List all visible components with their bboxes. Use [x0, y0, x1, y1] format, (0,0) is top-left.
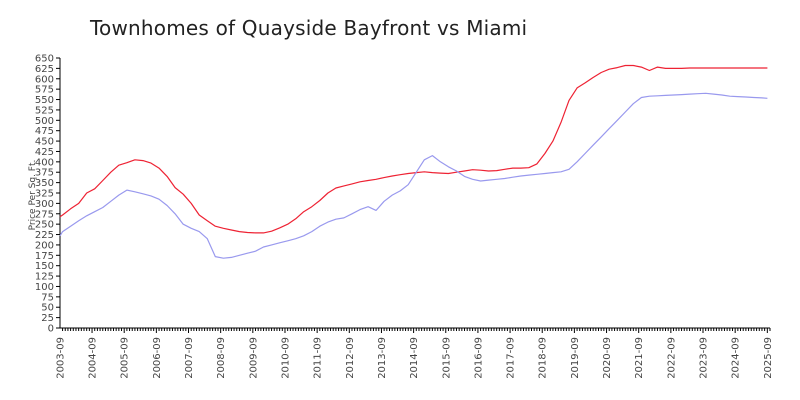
y-tick-label: 575 [35, 85, 54, 96]
x-tick-label: 2007-09 [184, 337, 195, 379]
y-tick-label: 300 [35, 199, 54, 210]
y-tick-label: 325 [35, 189, 54, 200]
x-tick-label: 2013-09 [377, 337, 388, 379]
x-tick-label: 2017-09 [506, 337, 517, 379]
y-tick-label: 150 [35, 261, 54, 272]
x-tick-label: 2012-09 [345, 337, 356, 379]
y-tick-label: 600 [35, 74, 54, 85]
x-tick-label: 2004-09 [88, 337, 99, 379]
y-tick-label: 125 [35, 272, 54, 283]
x-tick-label: 2006-09 [152, 337, 163, 379]
x-tick-label: 2024-09 [731, 337, 742, 379]
x-tick-label: 2022-09 [666, 337, 677, 379]
y-tick-label: 350 [35, 178, 54, 189]
y-tick-label: 450 [35, 137, 54, 148]
y-tick-label: 225 [35, 230, 54, 241]
y-tick-label: 175 [35, 251, 54, 262]
x-tick-label: 2008-09 [216, 337, 227, 379]
y-tick-label: 425 [35, 147, 54, 158]
y-tick-label: 550 [35, 95, 54, 106]
y-tick-label: 525 [35, 105, 54, 116]
y-tick-label: 100 [35, 282, 54, 293]
y-axis-label: Price Per Sq. Ft. [28, 160, 38, 231]
series-line-1 [59, 64, 768, 234]
x-tick-label: 2003-09 [55, 337, 66, 379]
x-tick-label: 2016-09 [473, 337, 484, 379]
chart-series [59, 64, 768, 259]
chart-title: Townhomes of Quayside Bayfront vs Miami [90, 16, 528, 40]
x-axis-ticks: 2003-09 2004-09 2005-09 2006-09 2007-09 2008-… [55, 328, 774, 379]
y-tick-label: 475 [35, 126, 54, 137]
y-tick-label: 375 [35, 168, 54, 179]
chart-axes [59, 58, 770, 329]
x-tick-label: 2010-09 [280, 337, 291, 379]
y-tick-label: 650 [35, 54, 54, 65]
y-tick-label: 75 [41, 292, 54, 303]
x-tick-label: 2018-09 [538, 337, 549, 379]
y-tick-label: 0 [48, 324, 54, 335]
y-tick-label: 625 [35, 64, 54, 75]
x-tick-label: 2020-09 [602, 337, 613, 379]
y-tick-label: 250 [35, 220, 54, 231]
y-tick-label: 500 [35, 116, 54, 127]
y-tick-label: 275 [35, 209, 54, 220]
x-tick-label: 2005-09 [120, 337, 131, 379]
y-tick-label: 25 [41, 313, 54, 324]
x-tick-label: 2009-09 [248, 337, 259, 379]
y-tick-label: 50 [41, 303, 54, 314]
x-tick-label: 2021-09 [634, 337, 645, 379]
y-tick-label: 400 [35, 157, 54, 168]
x-tick-label: 2015-09 [441, 337, 452, 379]
y-axis-ticks: 0255075100125150175200225250275300325350… [35, 54, 60, 335]
series-line-2 [59, 92, 768, 259]
x-tick-label: 2014-09 [409, 337, 420, 379]
y-tick-label: 200 [35, 240, 54, 251]
x-tick-label: 2019-09 [570, 337, 581, 379]
x-tick-label: 2025-09 [763, 337, 774, 379]
x-tick-label: 2011-09 [313, 337, 324, 379]
x-tick-label: 2023-09 [699, 337, 710, 379]
